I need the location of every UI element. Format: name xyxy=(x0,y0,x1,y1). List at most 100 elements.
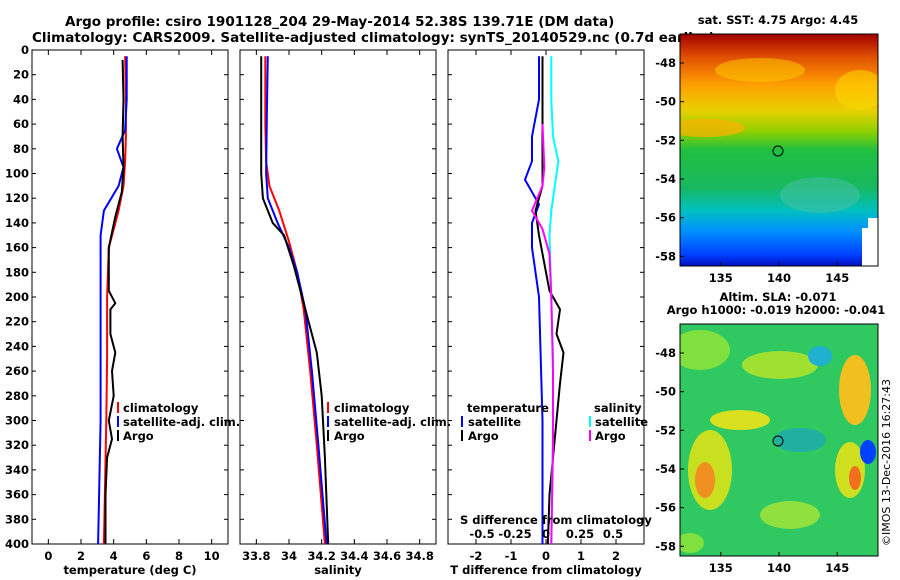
legend-argo-label: Argo xyxy=(123,429,154,443)
depth-tick-label: 120 xyxy=(5,191,29,205)
depth-tick-label: 220 xyxy=(5,315,29,329)
depth-tick-label: 300 xyxy=(5,414,29,428)
map-y-tick-label: -48 xyxy=(655,56,676,70)
s-tick-label: -0.5 xyxy=(469,527,494,541)
map-y-tick-label: -56 xyxy=(655,501,676,515)
x-tick-label: 2 xyxy=(612,549,620,563)
depth-tick-label: 360 xyxy=(5,488,29,502)
sst-map-title: sat. SST: 4.75 Argo: 4.45 xyxy=(698,13,858,27)
legend-t-argo-label: Argo xyxy=(468,429,499,443)
depth-tick-label: 140 xyxy=(5,216,29,230)
depth-tick-label: 100 xyxy=(5,167,29,181)
legend-satellite-label: satellite-adj. clim. xyxy=(123,415,240,429)
x-tick-label: 0 xyxy=(44,549,52,563)
depth-tick-label: 340 xyxy=(5,463,29,477)
temperature-panel-frame xyxy=(31,49,229,545)
legend-temperature-title: temperature xyxy=(467,401,549,415)
s-tick-label: 0.25 xyxy=(566,527,594,541)
legend-argo-label: Argo xyxy=(334,429,365,443)
s-tick-label: 0 xyxy=(542,527,550,541)
credit-text: ©IMOS 13-Dec-2016 16:27:43 xyxy=(880,379,893,546)
s-difference-tick-labels: -0.5 -0.25 0 0.25 0.5 xyxy=(469,527,623,541)
map-x-tick-label: 135 xyxy=(709,271,733,285)
legend-t-satellite-label: satellite xyxy=(468,415,521,429)
series-line-argo xyxy=(104,59,125,544)
legend-climatology-label: climatology xyxy=(123,401,199,415)
series-line-t-satellite xyxy=(524,56,544,544)
salinity-legend: climatology satellite-adj. clim. Argo xyxy=(327,401,451,443)
salinity-panel-frame xyxy=(239,49,437,545)
series-line-climatology xyxy=(264,56,326,545)
sla-argo-marker xyxy=(772,435,784,447)
depth-tick-label: 240 xyxy=(5,339,29,353)
depth-tick-label: 40 xyxy=(13,92,29,106)
s-difference-axis-label: S difference from climatology xyxy=(460,513,652,527)
depth-tick-label: 280 xyxy=(5,389,29,403)
sla-map-title-2: Argo h1000: -0.019 h2000: -0.041 xyxy=(667,303,886,317)
x-tick-label: 34 xyxy=(281,549,297,563)
x-tick-label: 10 xyxy=(204,549,220,563)
depth-tick-label: 160 xyxy=(5,241,29,255)
difference-legend: temperature satellite Argo salinity sate… xyxy=(461,401,648,443)
difference-panel-frame xyxy=(447,49,645,545)
map-y-tick-label: -52 xyxy=(655,423,676,437)
x-tick-label: -1 xyxy=(505,549,518,563)
map-y-tick-label: -52 xyxy=(655,133,676,147)
sla-map-field xyxy=(680,324,878,556)
x-tick-label: 8 xyxy=(175,549,183,563)
salinity-axis-label: salinity xyxy=(314,563,362,577)
series-lines xyxy=(97,56,565,545)
depth-tick-label: 0 xyxy=(21,43,29,57)
map-x-tick-label: 140 xyxy=(767,271,791,285)
sla-map-title-1: Altim. SLA: -0.071 xyxy=(719,290,836,304)
sst-map-ticks: 135 140 145 -48 -50 -52 -54 -56 -58 xyxy=(655,56,849,285)
map-y-tick-label: -58 xyxy=(655,249,676,263)
depth-tick-label: 200 xyxy=(5,290,29,304)
map-y-tick-label: -54 xyxy=(655,462,676,476)
map-y-tick-label: -56 xyxy=(655,211,676,225)
title-line-1: Argo profile: csiro 1901128_204 29-May-2… xyxy=(65,14,614,30)
depth-tick-labels: 0 20 40 60 80 100 120 140 160 180 200 220 240 260 280 3… xyxy=(5,43,29,551)
series-line-argo xyxy=(260,56,330,545)
x-tick-label: 2 xyxy=(77,549,85,563)
map-y-tick-label: -50 xyxy=(655,95,676,109)
x-tick-label: 34.2 xyxy=(307,549,335,563)
map-y-tick-label: -50 xyxy=(655,385,676,399)
map-x-tick-label: 140 xyxy=(767,561,791,575)
x-tick-label: 6 xyxy=(142,549,150,563)
sla-map-ticks: 135 140 145 -48 -50 -52 -54 -56 -58 xyxy=(655,346,849,575)
x-tick-label: 34.4 xyxy=(340,549,368,563)
map-y-tick-label: -48 xyxy=(655,346,676,360)
t-difference-axis-label: T difference from climatology xyxy=(450,563,642,577)
sst-argo-marker xyxy=(772,145,784,157)
map-x-tick-label: 145 xyxy=(825,561,849,575)
x-tick-label: 33.8 xyxy=(242,549,270,563)
sst-map-field xyxy=(680,34,878,266)
x-tick-label: 34.8 xyxy=(405,549,433,563)
depth-tick-label: 380 xyxy=(5,512,29,526)
panel-ticks: 0 2 4 6 8 10 33.8 34 34.2 34.4 34.6 34.8 -2 -1 0 1 2 xyxy=(32,49,644,563)
depth-tick-label: 320 xyxy=(5,438,29,452)
x-tick-label: 4 xyxy=(110,549,118,563)
depth-tick-label: 180 xyxy=(5,265,29,279)
legend-salinity-title: salinity xyxy=(594,401,642,415)
series-line-satellite-adj-clim- xyxy=(265,56,328,545)
title-line-2: Climatology: CARS2009. Satellite-adjuste… xyxy=(32,30,715,46)
depth-tick-label: 20 xyxy=(13,68,29,82)
s-tick-label: -0.25 xyxy=(498,527,531,541)
legend-climatology-label: climatology xyxy=(334,401,410,415)
x-tick-label: 1 xyxy=(577,549,585,563)
legend-s-satellite-label: satellite xyxy=(595,415,648,429)
map-x-tick-label: 135 xyxy=(709,561,733,575)
series-line-satellite-adj-clim- xyxy=(97,56,128,545)
map-y-tick-label: -58 xyxy=(655,539,676,553)
temperature-legend: climatology satellite-adj. clim. Argo xyxy=(117,401,240,443)
s-tick-label: 0.5 xyxy=(603,527,623,541)
map-x-tick-label: 145 xyxy=(825,271,849,285)
legend-s-argo-label: Argo xyxy=(595,429,626,443)
legend-satellite-label: satellite-adj. clim. xyxy=(334,415,451,429)
series-line-s-argo xyxy=(531,124,554,545)
map-y-tick-label: -54 xyxy=(655,172,676,186)
depth-tick-label: 260 xyxy=(5,364,29,378)
